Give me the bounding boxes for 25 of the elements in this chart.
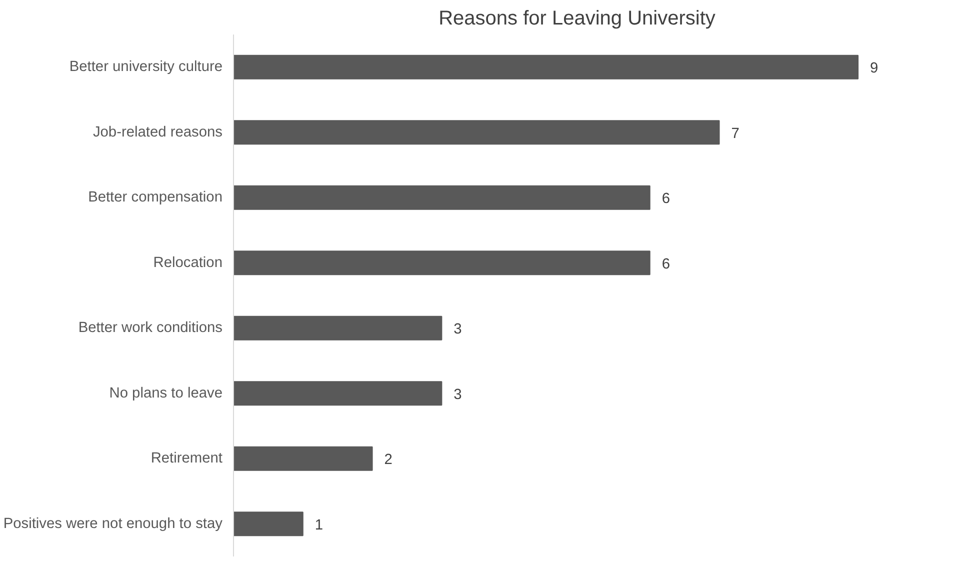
data-label: 6 xyxy=(662,191,670,208)
data-label: 7 xyxy=(731,126,740,142)
bar xyxy=(234,185,650,210)
y-tick-label: Job-related reasons xyxy=(92,124,223,140)
y-tick-label: Better compensation xyxy=(88,190,223,206)
y-tick-label: Retirement xyxy=(150,450,223,467)
bar xyxy=(234,120,720,145)
data-label: 9 xyxy=(870,60,878,77)
y-tick-label: Positives were not enough to stay xyxy=(3,516,224,532)
data-label: 3 xyxy=(454,322,462,338)
data-label: 3 xyxy=(454,386,462,403)
y-tick-label: Better work conditions xyxy=(78,320,222,336)
bar xyxy=(234,250,650,276)
bar xyxy=(234,512,304,536)
bar xyxy=(234,54,859,80)
bar xyxy=(234,316,442,340)
data-label: 1 xyxy=(314,517,324,534)
data-label: 2 xyxy=(384,452,392,468)
y-tick-label: No plans to leave xyxy=(109,385,222,402)
data-label: 6 xyxy=(662,256,670,272)
bar xyxy=(234,446,373,471)
y-tick-label: Better university culture xyxy=(69,59,222,76)
bar xyxy=(234,381,442,406)
chart-title: Reasons for Leaving University xyxy=(438,8,716,30)
y-tick-label: Relocation xyxy=(153,254,223,271)
